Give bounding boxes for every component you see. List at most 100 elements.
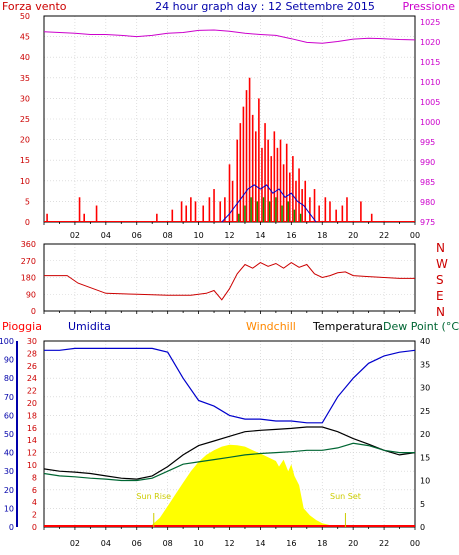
temperature-tick-label: 40	[420, 337, 430, 346]
rain-tick-label: 14	[27, 436, 37, 445]
x-label: 12	[224, 231, 234, 240]
temperature-tick-label: 35	[420, 360, 430, 369]
wind-tick-label: 50	[20, 12, 30, 21]
direction-tick-label: 180	[21, 274, 36, 283]
rain-tick-label: 30	[27, 337, 37, 346]
humidity-tick-label: 90	[4, 356, 14, 365]
temperature-tick-label: 0	[420, 523, 425, 532]
compass-tick-label: N	[436, 305, 445, 319]
wind-tick-label: 35	[20, 74, 30, 83]
pressure-tick-label: 980	[420, 198, 435, 207]
x-label: 10	[193, 539, 203, 548]
x-label: 04	[101, 539, 111, 548]
x-label: 22	[379, 231, 389, 240]
x-label: 08	[163, 539, 173, 548]
direction-tick-label: 360	[21, 240, 36, 249]
pressure-tick-label: 1025	[420, 18, 440, 27]
pressure-tick-label: 1015	[420, 58, 440, 67]
x-label: 12	[224, 539, 234, 548]
wind-tick-label: 15	[20, 156, 30, 165]
humidity-tick-label: 70	[4, 393, 14, 402]
rain-tick-label: 2	[32, 511, 37, 520]
wind-panel-grid	[43, 15, 416, 225]
rain-tick-label: 24	[27, 374, 37, 383]
x-label: 18	[317, 539, 327, 548]
dewpoint-line	[43, 442, 415, 482]
rain-tick-label: 26	[27, 362, 37, 371]
average-wind-line	[221, 184, 317, 223]
rain-tick-label: 12	[27, 449, 37, 458]
direction-axis-ticks: 360 270 180 90 0	[21, 240, 36, 316]
wind-tick-label: 0	[25, 218, 30, 227]
rain-tick-label: 0	[32, 523, 37, 532]
temperature-legend: Temperatura	[312, 320, 383, 333]
dewpoint-legend: Dew Point (°C	[383, 320, 459, 333]
humidity-tick-label: 0	[9, 523, 14, 532]
pressure-tick-label: 1020	[420, 38, 440, 47]
pressure-tick-label: 1005	[420, 98, 440, 107]
sun-rise-label: Sun Rise	[136, 492, 171, 501]
x-label: 00	[410, 539, 420, 548]
humidity-tick-label: 10	[4, 504, 14, 513]
temperature-axis-ticks: 40 35 30 25 20 15 10 5 0	[420, 337, 430, 532]
compass-tick-label: W	[436, 257, 448, 271]
x-label: 14	[255, 231, 265, 240]
x-label: 04	[101, 231, 111, 240]
x-label: 02	[70, 539, 80, 548]
rain-tick-label: 20	[27, 399, 37, 408]
rain-tick-label: 28	[27, 349, 37, 358]
pressure-tick-label: 990	[420, 158, 435, 167]
humidity-tick-label: 50	[4, 430, 14, 439]
temperature-tick-label: 5	[420, 500, 425, 509]
wind-tick-label: 10	[20, 177, 30, 186]
humidity-axis-title: Umidita	[68, 320, 111, 333]
rain-tick-label: 8	[32, 473, 37, 482]
wind-tick-label: 20	[20, 136, 30, 145]
wind-tick-label: 30	[20, 94, 30, 103]
x-label: 20	[348, 231, 358, 240]
humidity-tick-label: 60	[4, 411, 14, 420]
direction-tick-label: 270	[21, 257, 36, 266]
rain-axis-title: Pioggia	[2, 320, 42, 333]
x-axis-labels-bottom: 02 04 06 08 10 12 14 16 18 20 22 00	[70, 539, 420, 548]
temperature-tick-label: 25	[420, 407, 430, 416]
temperature-tick-label: 10	[420, 477, 430, 486]
x-label: 18	[317, 231, 327, 240]
compass-tick-label: N	[436, 241, 445, 255]
wind-direction-line	[44, 262, 415, 301]
temperature-tick-label: 15	[420, 453, 430, 462]
pressure-tick-label: 1010	[420, 78, 440, 87]
pressure-axis-ticks: 1025 1020 1015 1010 1005 1000 995 990 985 980 975	[420, 18, 440, 227]
temperature-tick-label: 20	[420, 430, 430, 439]
wind-axis-title: Forza vento	[2, 0, 67, 13]
x-label: 16	[286, 539, 296, 548]
pressure-axis-title: Pressione	[403, 0, 456, 13]
sun-set-label: Sun Set	[330, 492, 361, 501]
x-label: 06	[132, 231, 142, 240]
temperature-tick-label: 30	[420, 384, 430, 393]
x-label: 08	[163, 231, 173, 240]
pressure-line	[43, 29, 416, 44]
x-label: 00	[410, 231, 420, 240]
pressure-tick-label: 995	[420, 138, 435, 147]
x-label: 06	[132, 539, 142, 548]
humidity-tick-label: 80	[4, 374, 14, 383]
rain-baseline	[44, 525, 415, 527]
rain-tick-label: 10	[27, 461, 37, 470]
x-axis-labels-top: 02 04 06 08 10 12 14 16 18 20 22 00	[70, 231, 420, 240]
humidity-tick-label: 20	[4, 486, 14, 495]
x-label: 16	[286, 231, 296, 240]
wind-tick-label: 45	[20, 33, 30, 42]
rain-tick-label: 22	[27, 387, 37, 396]
rain-tick-label: 6	[32, 486, 37, 495]
humidity-tick-label: 30	[4, 467, 14, 476]
pressure-tick-label: 985	[420, 178, 435, 187]
humidity-line	[44, 347, 416, 424]
gust-bars	[44, 77, 415, 222]
humidity-tick-label: 100	[0, 337, 14, 346]
